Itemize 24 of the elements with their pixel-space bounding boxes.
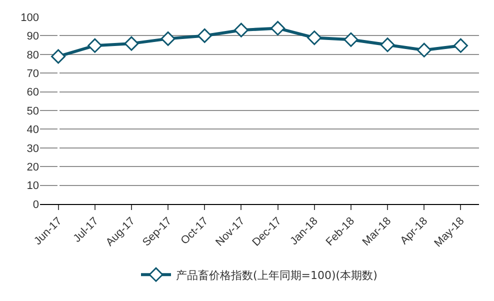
point xyxy=(124,36,139,51)
y-tick-label: 50 xyxy=(26,105,39,118)
point xyxy=(197,28,212,43)
point xyxy=(307,30,322,46)
point xyxy=(270,20,286,36)
y-tick-label: 80 xyxy=(26,49,39,62)
point xyxy=(453,38,468,53)
y-tick-label: 100 xyxy=(20,12,39,24)
point xyxy=(160,31,176,46)
y-tick-label: 10 xyxy=(26,180,39,192)
point xyxy=(51,49,66,64)
point xyxy=(88,38,102,53)
y-tick-label: 0 xyxy=(32,198,39,211)
y-tick-label: 70 xyxy=(26,68,39,80)
y-tick-label: 20 xyxy=(26,161,39,174)
point xyxy=(416,42,432,58)
point xyxy=(344,32,358,47)
y-tick-label: 30 xyxy=(26,142,39,155)
point xyxy=(234,22,248,38)
y-tick-label: 40 xyxy=(26,124,39,136)
legend-label: 产品畜价格指数(上年同期=100)(本期数) xyxy=(176,268,378,282)
y-tick-label: 90 xyxy=(26,30,39,43)
y-tick-label: 60 xyxy=(26,86,39,99)
point xyxy=(380,38,395,52)
